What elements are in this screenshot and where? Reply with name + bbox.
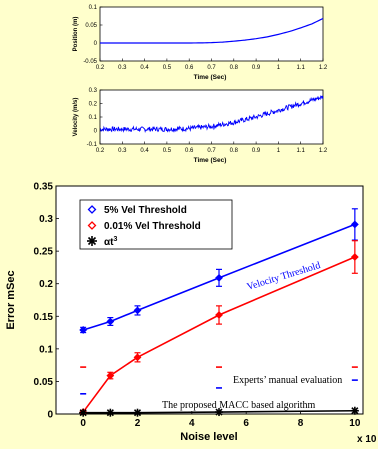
velocity-xtick-label: 0.7 <box>207 148 216 154</box>
velocity-xlabel: Time (Sec) <box>194 157 227 164</box>
position-plot-area <box>99 6 324 62</box>
data-point-red <box>215 311 223 319</box>
legend: 5% Vel Threshold 0.01% Vel Threshold αt3 <box>79 199 233 250</box>
legend-label-5pct: 5% Vel Threshold <box>104 205 187 216</box>
legend-marker-blue-diamond <box>87 205 97 214</box>
data-point-red <box>106 371 115 380</box>
velocity-xtick-label: 0.3 <box>118 148 127 154</box>
velocity-ytick-label: 0.3 <box>89 88 98 94</box>
annotation-macc: The proposed MACC based algorithm <box>162 400 316 411</box>
error-x-multiplier: x 10 <box>357 434 377 445</box>
error-ytick-label: 0.3 <box>39 214 53 225</box>
data-point-blue <box>106 317 115 326</box>
data-point-black <box>350 406 359 415</box>
legend-marker-black-star <box>87 236 97 246</box>
velocity-ytick-label: 0 <box>94 129 98 135</box>
velocity-xtick-label: 1 <box>277 148 281 154</box>
error-ytick-label: 0.35 <box>34 182 54 193</box>
error-xtick-label: 2 <box>135 418 141 429</box>
position-xtick-label: 0.8 <box>230 65 239 71</box>
error-xtick-label: 4 <box>189 418 195 429</box>
velocity-ylabel: Velocity (m/s) <box>73 98 79 137</box>
position-ytick-label: -0.05 <box>83 59 97 65</box>
position-xtick-label: 1.1 <box>297 65 306 71</box>
position-ytick-label: 0.1 <box>89 5 98 11</box>
position-ytick-label: 0.05 <box>85 23 97 29</box>
data-point-black <box>79 408 88 417</box>
position-series-line <box>100 17 324 44</box>
position-ytick-label: 0 <box>94 41 98 47</box>
data-point-red <box>350 253 359 261</box>
position-xtick-label: 1.2 <box>319 65 328 71</box>
velocity-ytick-label: 0.2 <box>89 102 98 108</box>
velocity-xtick-label: 0.5 <box>163 148 172 154</box>
velocity-xtick-label: 0.9 <box>252 148 261 154</box>
error-xtick-label: 0 <box>80 418 86 429</box>
velocity-xtick-label: 0.6 <box>185 148 194 154</box>
legend-marker-red-diamond <box>87 221 97 230</box>
annotation-experts: Experts’ manual evaluation <box>233 375 342 386</box>
velocity-ytick-label: -0.1 <box>87 142 98 148</box>
data-point-blue <box>133 306 142 315</box>
velocity-xtick-label: 0.4 <box>140 148 149 154</box>
position-xtick-label: 0.3 <box>118 65 127 71</box>
error-xlabel: Noise level <box>180 431 237 443</box>
error-xtick-label: 8 <box>298 418 304 429</box>
position-xtick-label: 0.5 <box>163 65 172 71</box>
data-point-blue <box>350 220 359 229</box>
velocity-plot: 0.2 0.3 0.4 0.5 0.6 0.7 0.8 0.9 1 1.1 1.2 -0.1 0 0.1 0… <box>73 88 328 164</box>
data-point-red <box>133 353 142 362</box>
error-xtick-label: 10 <box>349 418 361 429</box>
data-point-blue <box>79 326 88 334</box>
position-xtick-label: 1 <box>277 65 281 71</box>
position-xtick-label: 0.6 <box>185 65 194 71</box>
position-xtick-label: 0.9 <box>252 65 261 71</box>
velocity-xtick-label: 1.1 <box>297 148 306 154</box>
error-ytick-label: 0 <box>47 410 53 421</box>
velocity-xtick-label: 1.2 <box>319 148 328 154</box>
error-ytick-label: 0.05 <box>34 377 54 388</box>
data-point-black <box>106 408 115 417</box>
position-ylabel: Position (m) <box>73 17 79 52</box>
error-ytick-label: 0.25 <box>34 247 54 258</box>
data-point-blue <box>215 273 223 282</box>
error-ytick-label: 0.15 <box>34 312 54 323</box>
error-xtick-label: 6 <box>243 418 249 429</box>
velocity-xtick-label: 0.2 <box>96 148 105 154</box>
position-xlabel: Time (Sec) <box>194 74 227 81</box>
velocity-xtick-label: 0.8 <box>230 148 239 154</box>
velocity-series-line <box>99 95 324 134</box>
legend-label-001pct: 0.01% Vel Threshold <box>104 221 201 232</box>
position-plot: 0.2 0.3 0.4 0.5 0.6 0.7 0.8 0.9 1 1.1 1.2 -0.05 0 0.0… <box>73 5 328 81</box>
error-ytick-label: 0.1 <box>39 344 53 355</box>
position-xtick-label: 0.4 <box>140 65 149 71</box>
position-xtick-label: 0.7 <box>207 65 216 71</box>
data-point-black <box>215 408 224 417</box>
velocity-ytick-label: 0.1 <box>89 115 98 121</box>
error-ytick-label: 0.2 <box>39 279 53 290</box>
legend-box <box>79 199 233 250</box>
legend-label-alpha: αt3 <box>104 236 117 248</box>
velocity-plot-area <box>99 89 324 145</box>
data-point-black <box>133 408 142 417</box>
position-xtick-label: 0.2 <box>96 65 105 71</box>
error-ylabel: Error mSec <box>5 270 17 329</box>
